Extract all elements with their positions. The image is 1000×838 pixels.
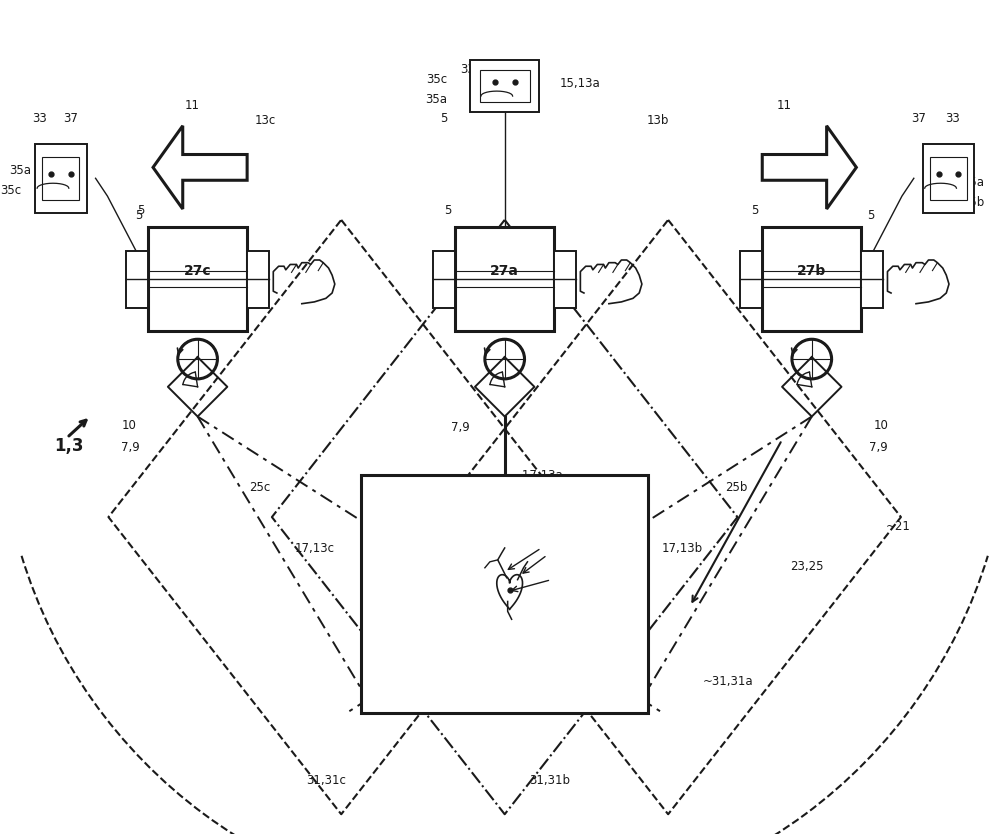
Bar xyxy=(148,227,247,331)
Text: 5: 5 xyxy=(751,204,758,217)
Text: 25c: 25c xyxy=(249,481,270,494)
Text: 11: 11 xyxy=(777,100,792,112)
Bar xyxy=(361,475,648,713)
Text: 7,9: 7,9 xyxy=(121,442,140,454)
Bar xyxy=(433,251,455,308)
Text: 10: 10 xyxy=(873,420,888,432)
Bar xyxy=(247,251,269,308)
Bar xyxy=(480,70,530,102)
Text: 35c: 35c xyxy=(467,591,488,604)
Text: 93: 93 xyxy=(473,613,488,626)
Text: 37: 37 xyxy=(495,63,510,75)
Text: 10: 10 xyxy=(121,420,136,432)
Text: 31,31b: 31,31b xyxy=(529,774,570,787)
Circle shape xyxy=(792,339,832,379)
Text: 35a: 35a xyxy=(962,176,984,189)
Text: 7,9: 7,9 xyxy=(869,442,888,454)
Text: 35c: 35c xyxy=(426,73,447,85)
Bar xyxy=(470,60,539,112)
Text: ~33: ~33 xyxy=(554,572,579,584)
Circle shape xyxy=(178,339,217,379)
Text: 17,13c: 17,13c xyxy=(295,542,335,556)
Bar xyxy=(554,251,576,308)
Text: ~21: ~21 xyxy=(886,520,911,534)
Text: 33: 33 xyxy=(32,112,46,126)
Text: ~17,13a: ~17,13a xyxy=(513,469,563,482)
Bar xyxy=(42,157,79,199)
Text: 37: 37 xyxy=(63,112,78,126)
Text: 35a: 35a xyxy=(541,540,563,552)
Text: 13b: 13b xyxy=(647,114,669,127)
Text: 23,25: 23,25 xyxy=(790,560,823,573)
Text: 33: 33 xyxy=(460,63,474,75)
Polygon shape xyxy=(762,126,856,209)
Text: 35a: 35a xyxy=(9,164,31,177)
Text: 27a: 27a xyxy=(490,265,519,278)
Text: 35b: 35b xyxy=(549,546,572,560)
Bar xyxy=(126,251,148,308)
Circle shape xyxy=(485,339,525,379)
Text: 27b: 27b xyxy=(797,265,826,278)
Text: 27c: 27c xyxy=(184,265,211,278)
Text: 19: 19 xyxy=(504,685,519,698)
Bar xyxy=(861,251,883,308)
Text: 5: 5 xyxy=(137,204,144,217)
Text: 94: 94 xyxy=(473,568,488,582)
Bar xyxy=(455,227,554,331)
Text: 5: 5 xyxy=(135,209,142,222)
Text: 13c: 13c xyxy=(254,114,276,127)
Text: 5: 5 xyxy=(440,112,447,126)
Text: 35a: 35a xyxy=(425,92,447,106)
Bar xyxy=(762,227,861,331)
Text: 5: 5 xyxy=(444,204,451,217)
Text: 33: 33 xyxy=(945,112,960,126)
Text: ~31,31a: ~31,31a xyxy=(703,675,753,688)
Text: 31,31c: 31,31c xyxy=(306,774,346,787)
Text: 5: 5 xyxy=(867,209,875,222)
Text: 1,3: 1,3 xyxy=(54,437,83,455)
Polygon shape xyxy=(153,126,247,209)
Text: 7,9: 7,9 xyxy=(451,422,470,434)
Text: 15,13a: 15,13a xyxy=(559,77,600,90)
Bar xyxy=(740,251,762,308)
Bar xyxy=(923,143,974,213)
Text: 35b: 35b xyxy=(962,195,985,209)
Text: 25b: 25b xyxy=(725,481,747,494)
Polygon shape xyxy=(497,575,523,609)
Text: 37: 37 xyxy=(911,112,926,126)
Bar xyxy=(930,157,967,199)
Text: 35c: 35c xyxy=(0,184,21,197)
Text: 17,13b: 17,13b xyxy=(662,542,703,556)
Bar xyxy=(35,143,87,213)
Text: 11: 11 xyxy=(185,100,200,112)
